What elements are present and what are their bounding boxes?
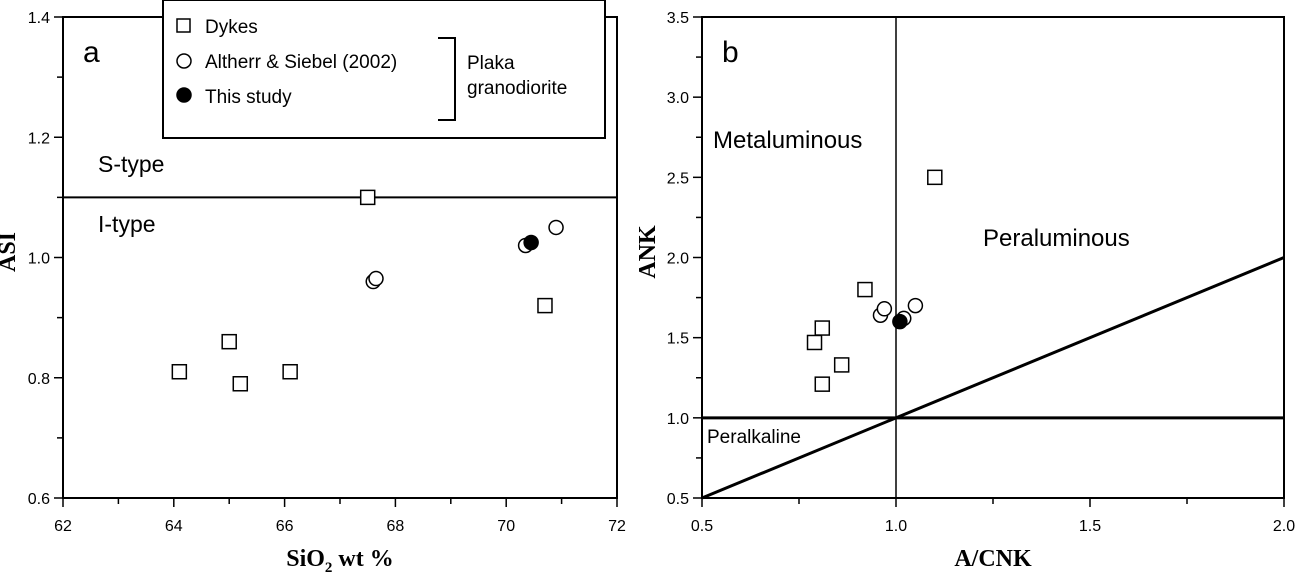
x-tick-label-b: 1.0 [885, 518, 907, 535]
point-this-study [892, 313, 908, 330]
y-axis-label-a: ASI [0, 232, 21, 272]
i-type-label: I-type [98, 211, 156, 237]
legend-label-dykes: Dykes [205, 17, 258, 38]
legend-filled-circle-marker [176, 87, 192, 103]
point-altherr-siebel [368, 270, 384, 287]
legend-bracket-label-plaka: Plaka [467, 53, 515, 74]
ank-equals-acnk-line [701, 256, 1285, 500]
x-tick-label-a: 72 [608, 518, 626, 535]
x-tick-label-b: 2.0 [1273, 518, 1295, 535]
x-tick-label-a: 64 [165, 518, 183, 535]
y-tick-label-a: 0.8 [28, 371, 50, 388]
region-label-metaluminous: Metaluminous [713, 127, 862, 154]
y-tick-label-b: 3.5 [667, 10, 689, 27]
x-tick-label-b: 0.5 [691, 518, 713, 535]
x-tick-label-a: 70 [497, 518, 515, 535]
y-tick-label-b: 0.5 [667, 491, 689, 508]
point-dykes [857, 281, 873, 298]
y-axis-label-b: ANK [635, 225, 661, 279]
point-dykes [232, 376, 249, 392]
point-dykes [282, 363, 298, 380]
point-dykes [221, 333, 237, 350]
y-tick-label-b: 2.0 [667, 251, 689, 268]
y-tick-label-b: 2.5 [667, 170, 689, 187]
y-tick-label-b: 1.0 [667, 411, 689, 428]
y-tick-label-a: 1.2 [28, 130, 50, 147]
region-label-peraluminous: Peraluminous [983, 225, 1130, 252]
legend-box [162, 0, 606, 139]
legend-label-altherr: Altherr & Siebel (2002) [205, 52, 397, 73]
x-tick-label-a: 62 [54, 518, 72, 535]
point-dykes [927, 169, 943, 186]
point-dykes [814, 320, 831, 336]
panel-a: 62 64 66 68 70 72 0.6 0.8 1.0 1.2 1.4 S-type I-typ… [0, 0, 626, 572]
point-altherr-siebel [876, 301, 893, 317]
point-altherr-siebel [907, 297, 924, 314]
y-tick-label-a: 1.4 [28, 10, 50, 27]
legend-square-marker [176, 18, 191, 33]
s-type-label: S-type [98, 151, 164, 177]
x-tick-label-a: 68 [387, 518, 405, 535]
plot-frame-b [701, 16, 1285, 499]
x-tick-label-b: 1.5 [1079, 518, 1101, 535]
point-dykes [833, 357, 850, 373]
point-altherr-siebel [548, 219, 564, 236]
y-tick-label-b: 3.0 [667, 90, 689, 107]
legend-bracket-label-granodiorite: granodiorite [467, 78, 567, 99]
point-dykes [171, 363, 188, 380]
point-dykes [537, 297, 553, 314]
point-dykes [806, 334, 823, 351]
x-tick-label-a: 66 [276, 518, 294, 535]
y-tick-label-a: 1.0 [28, 251, 50, 268]
point-this-study [523, 234, 539, 251]
point-dykes [814, 376, 831, 392]
region-label-peralkaline: Peralkaline [707, 427, 801, 448]
point-dykes [359, 189, 376, 206]
legend: Dykes Altherr & Siebel (2002) This study… [162, 0, 606, 139]
x-axis-label-b: A/CNK [954, 546, 1032, 572]
y-tick-label-a: 0.6 [28, 491, 50, 508]
legend-label-this-study: This study [205, 87, 292, 108]
legend-open-circle-marker [176, 53, 192, 69]
x-axis-label-a: SiO2 wt % [286, 546, 394, 572]
panel-label-a: a [83, 36, 100, 69]
panel-b: 0.5 1.0 1.5 2.0 0.5 1.0 1.5 2.0 2.5 3.0 3.5 b Meta… [635, 10, 1295, 572]
panel-label-b: b [722, 36, 739, 69]
legend-bracket [438, 37, 456, 121]
y-tick-label-b: 1.5 [667, 331, 689, 348]
